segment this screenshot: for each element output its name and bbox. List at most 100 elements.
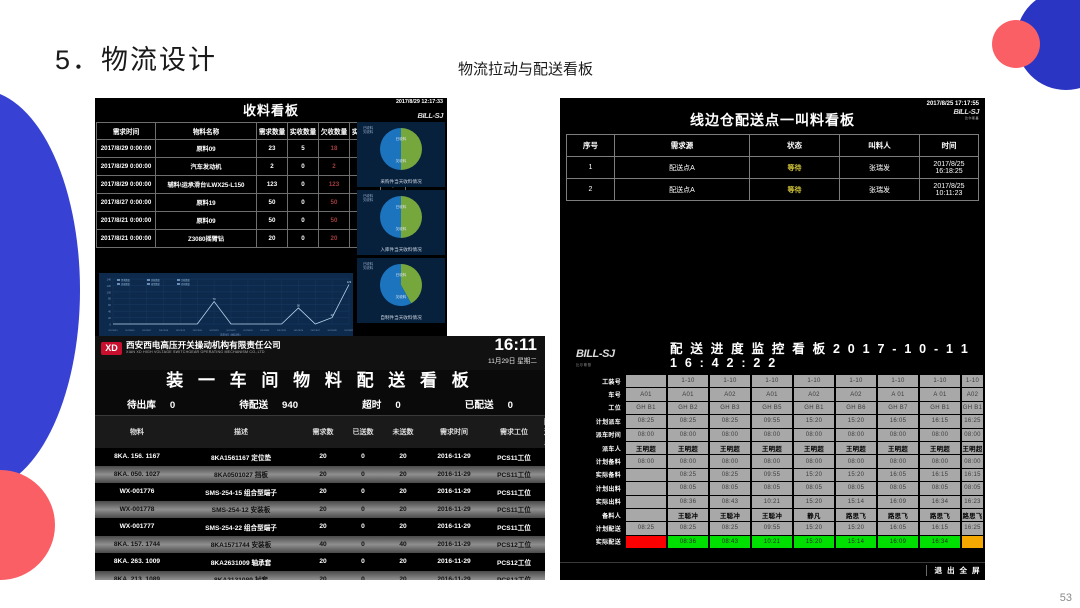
progress-cell: GH B2 [668,401,708,415]
table-cell: SMS-254-15 组合型端子 [179,483,303,501]
row-header: 实际配送 [562,535,624,549]
line-call-board-panel: 2017/8/25 17:17:55 BILL-SJ 比尔斯基 线边仓配送点一叫… [560,98,985,338]
column-header: 需求工位 [485,416,543,448]
table-cell [615,243,750,264]
table-cell: PCS11工位 [485,500,543,518]
exit-fullscreen-button[interactable]: 退 出 全 屏 [926,565,981,576]
table-cell [920,243,979,264]
table-cell: 2016-11-29 [423,570,485,580]
svg-text:欠收料: 欠收料 [396,158,407,163]
progress-cell: A 01 [878,388,918,401]
progress-board-footer: 退 出 全 屏 [560,562,985,580]
progress-cell: 08:00 [794,428,834,441]
table-cell: 0 [343,570,383,580]
progress-monitor-table: 工装号 1-10 1-10 1-10 1-10 1-10 1-10 1-10 1-10 车号 A01… [560,374,985,549]
table-cell: WX-001777 [95,518,179,536]
row-header: 实际备料 [562,468,624,482]
table-cell [543,448,545,466]
progress-cell: 15:20 [794,468,834,482]
table-row-empty [567,201,979,223]
column-header: 需求时间 [96,122,156,140]
progress-cell: 08:00 [878,455,918,468]
table-cell: 5 [287,139,319,158]
status-badge: 等待 [749,178,840,201]
svg-text:2017/8/19: 2017/8/19 [176,330,186,332]
svg-text:2017/8/16: 2017/8/16 [125,330,135,332]
row-header: 计划出料 [562,482,624,495]
progress-grid-row: 实际出料 08:36 08:43 10:21 15:20 15:14 16:09 16:34 1… [562,495,983,508]
line-call-timestamp: 2017/8/25 17:17:55 [926,101,979,107]
table-cell: 2016-11-29 [423,465,485,483]
svg-text:2017/8/21: 2017/8/21 [209,330,219,332]
table-cell: 20 [318,229,350,248]
progress-cell: A02 [710,388,750,401]
table-cell: 20 [383,500,423,518]
pie-chart-caption: 入库件当天收料情况 [380,247,422,252]
table-cell: PCS12工位 [485,553,543,571]
table-cell: 配送点A [614,156,750,179]
progress-cell: 16:15 [920,468,960,482]
table-cell: 2017/8/21 0:00:00 [96,211,156,230]
column-header: 需求时间 [423,416,485,448]
svg-text:欠收数量: 欠收数量 [181,278,191,282]
table-cell: 0 [287,229,319,248]
table-cell: 0 [343,535,383,553]
progress-cell: A01 [626,388,666,401]
progress-cell: 08:25 [668,522,708,535]
table-cell: 2017/8/25 16:18:25 [919,156,979,179]
stat-value: 0 [169,400,176,411]
table-cell: 8KA. 157. 1744 [95,535,179,553]
svg-text:欠收料: 欠收料 [396,294,407,299]
progress-cell: 08:05 [962,482,983,495]
table-cell [840,285,920,306]
decor-circle-red-topright [992,20,1040,68]
table-cell: 50 [318,193,350,212]
progress-cell: 1-10 [752,375,792,388]
progress-cell: 08:00 [710,428,750,441]
receiving-pie-group: 已收料 欠收料 已收料 欠收料 采购件当天收料情况 已收料 欠收料 已收料 欠收料 入库件当天收料… [357,122,445,326]
table-row: WX-001776 SMS-254-15 组合型端子 20 0 20 2016-11-29… [95,483,545,501]
table-cell: WX-001778 [95,500,179,518]
progress-grid-row: 工装号 1-10 1-10 1-10 1-10 1-10 1-10 1-10 1-10 [562,375,983,388]
decor-circle-blue-left [0,90,80,490]
table-cell: 原料19 [155,193,257,212]
progress-cell: 1-10 [710,375,750,388]
table-cell [567,285,615,306]
progress-grid-row: 车号 A01 A01 A02 A01 A02 A02 A 01 A 01 A02 [562,388,983,401]
column-header: 需求数量 [256,122,288,140]
column-header: 物料 [95,416,179,448]
table-cell: 2016-11-29 [423,535,485,553]
column-header: 描述 [179,416,303,448]
progress-cell: 08:05 [668,482,708,495]
progress-grid-row: 计划出料 08:05 08:05 08:05 08:05 08:05 08:05 08:05 0… [562,482,983,495]
table-cell: 0 [287,157,319,176]
table-cell: 0 [287,175,319,194]
progress-cell: 08:25 [710,522,750,535]
table-cell: PCS11工位 [485,448,543,466]
progress-cell: 08:25 [668,468,708,482]
progress-cell: GH B6 [836,401,876,415]
progress-cell: 16:34 [920,535,960,549]
progress-cell: 08:25 [626,522,666,535]
table-header-row: 序号 需求源 状态 叫料人 时间 [566,134,979,157]
progress-cell: 10:21 [752,495,792,508]
progress-cell: 08:25 [668,415,708,428]
svg-text:实收数量: 实收数量 [151,278,161,282]
company-name-en: XIAN XD HIGH VOLTAGE SWITCHGEAR OPERATIN… [126,350,265,354]
stat-group: 超时 0 [362,397,401,411]
pie-chart-card: 已收料 欠收料 已收料 欠收料 入库件当天收料情况 [357,190,445,255]
workshop-delivery-table: 物料描述需求数已送数未送数需求时间需求工位配送员 8KA. 156. 11678… [95,416,545,580]
progress-cell: 08:25 [626,415,666,428]
bill-sj-logo: BILL-SJ 比尔斯基 [576,348,615,367]
table-cell: 汽车发动机 [155,157,257,176]
progress-cell: 王明超 [794,441,834,455]
progress-cell [962,535,983,549]
table-cell [543,535,545,553]
table-cell: 20 [303,518,343,536]
progress-grid-row: 备料人 王聪冲 王聪冲 王聪冲 静凡 路思飞 路思飞 路思飞 路思飞 [562,508,983,522]
table-cell: WX-001776 [95,483,179,501]
receiving-board-timestamp: 2017/8/29 12:17:33 [395,99,443,105]
table-header-row: 物料描述需求数已送数未送数需求时间需求工位配送员 [95,416,545,448]
table-cell: 2017/8/21 0:00:00 [96,229,156,248]
progress-cell: 王明超 [752,441,792,455]
